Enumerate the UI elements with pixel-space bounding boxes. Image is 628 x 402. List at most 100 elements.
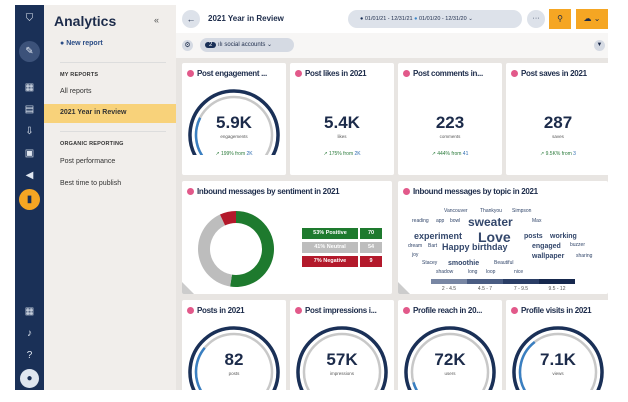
inbox-icon[interactable]: ⇩ [25,126,34,137]
topic-word: app [436,218,445,224]
metric-card: Profile reach in 20... 72K users [398,300,502,390]
accounts-count-badge: 2 [205,42,217,48]
avatar[interactable]: ● [20,369,39,388]
card-title-text: Posts in 2021 [197,306,245,315]
topic-word: Bart [428,243,438,249]
clipboard-icon[interactable]: ▣ [24,148,35,159]
gauge-current-arc [188,89,280,155]
change-text: 9.5K% from [545,151,572,157]
card-title-text: Profile reach in 20... [413,306,482,315]
gauge-chart [296,326,388,390]
download-button[interactable]: ☁ ⌄ [576,9,608,29]
topic-word: loop [486,269,496,275]
bell-icon[interactable]: ♪ [27,328,32,339]
sidebar-item-best-time[interactable]: Best time to publish [60,180,122,187]
scale-swatch [467,279,503,284]
metric-change: ↗ 175% from 2K [323,151,361,157]
card-title-text: Post engagement ... [197,69,267,78]
card-title-text: Post likes in 2021 [305,69,367,78]
legend-count: 54 [360,242,382,253]
analytics-icon[interactable]: ▮ [19,189,40,210]
more-button[interactable]: ··· [527,10,545,28]
topic-word: working [550,233,577,240]
apps-icon[interactable]: ▦ [24,306,35,317]
new-report-button[interactable]: ● New report [60,40,103,47]
metric-unit: impressions [329,371,354,376]
megaphone-icon[interactable]: ◀ [25,170,34,181]
calendar-icon[interactable]: ▤ [24,104,35,115]
warning-icon [398,282,410,294]
gauge-current-arc [512,326,604,390]
sidebar-item-post-performance[interactable]: Post performance [60,158,116,165]
gauge-chart [404,326,496,390]
instagram-icon [187,188,194,195]
metric-value: 5.4K [324,113,360,132]
metric-change: ↗ 9.5K% from 3 [540,151,576,157]
help-icon[interactable]: ? [26,350,33,361]
previous-value: 3 [573,151,576,157]
sidebar: Analytics « ● New report MY REPORTS All … [44,5,176,390]
topic-word: Love [478,229,511,245]
back-button[interactable]: ← [182,10,200,28]
active-report-label: 2021 Year in Review [60,109,127,116]
gauge-chart [512,326,604,390]
topic-word: Beautiful [494,260,514,266]
settings-icon[interactable]: ⚙ [182,40,193,51]
topic-word: wallpaper [532,253,565,260]
card-title: Posts in 2021 [187,306,284,315]
topic-word: sweater [468,215,513,229]
divider [60,131,166,132]
change-text: 444% from [437,151,462,157]
date-range-picker[interactable]: ● 01/01/21 - 12/31/21 ● 01/01/20 - 12/31… [348,10,522,28]
filter-bar: ⚙ 2 ılı social accounts ⌄ ▼ [176,33,608,58]
gauge-chart [188,89,280,155]
card-title: Post saves in 2021 [511,69,608,78]
topic-word: posts [524,233,543,240]
gauge-fill-arc [518,340,536,390]
donut-slice [230,211,274,287]
social-accounts-filter[interactable]: 2 ılı social accounts ⌄ [200,38,294,52]
metric-value: 72K [434,350,466,369]
topic-word: long [468,269,478,275]
metric-value: 5.9K [216,113,252,132]
filter-icon[interactable]: ▼ [594,40,605,51]
compose-icon[interactable]: ✎ [19,41,40,62]
instagram-icon [187,70,194,77]
topic-word: Vancouver [444,208,468,214]
previous-value: 2K [246,151,253,157]
card-title: Post engagement ... [187,69,284,78]
warning-icon [182,282,194,294]
topic-word: Thankyou [480,208,502,214]
metric-unit: saves [552,134,564,139]
sidebar-item-year-in-review[interactable]: 2021 Year in Review [44,104,176,123]
instagram-icon [403,70,410,77]
topic-word: bowl [450,218,461,224]
scale-swatch [431,279,467,284]
metric-unit: likes [337,134,347,139]
topic-word: buzzer [570,242,586,248]
scale-label: 4.5 - 7 [477,286,493,292]
owl-logo-icon[interactable]: ⛉ [25,13,34,24]
date-range-current: 01/01/21 - 12/31/21 [364,16,413,22]
topic-word: Simpson [512,208,532,214]
gauge-current-arc [404,326,496,390]
topic-word: sharing [576,253,593,259]
my-reports-heading: MY REPORTS [60,72,99,78]
metric-unit: views [552,371,564,376]
card-title-text: Post comments in... [413,69,483,78]
collapse-button[interactable]: « [154,15,160,25]
instagram-icon [511,70,518,77]
share-user-button[interactable]: ⚲ [549,9,571,29]
sidebar-item-all-reports[interactable]: All reports [60,88,92,95]
scale-label: 2 - 4.5 [441,286,457,292]
organic-heading: ORGANIC REPORTING [60,141,124,147]
metric-change: ↗ 444% from 41 [431,151,469,157]
gauge-current-arc [188,326,280,390]
instagram-icon [403,307,410,314]
topic-word: Stacey [422,260,438,266]
metric-value: 7.1K [540,350,576,369]
dashboard-icon[interactable]: ▦ [24,82,35,93]
donut-slice [219,211,236,226]
instagram-icon [295,307,302,314]
card-title-text: Post impressions i... [305,306,377,315]
